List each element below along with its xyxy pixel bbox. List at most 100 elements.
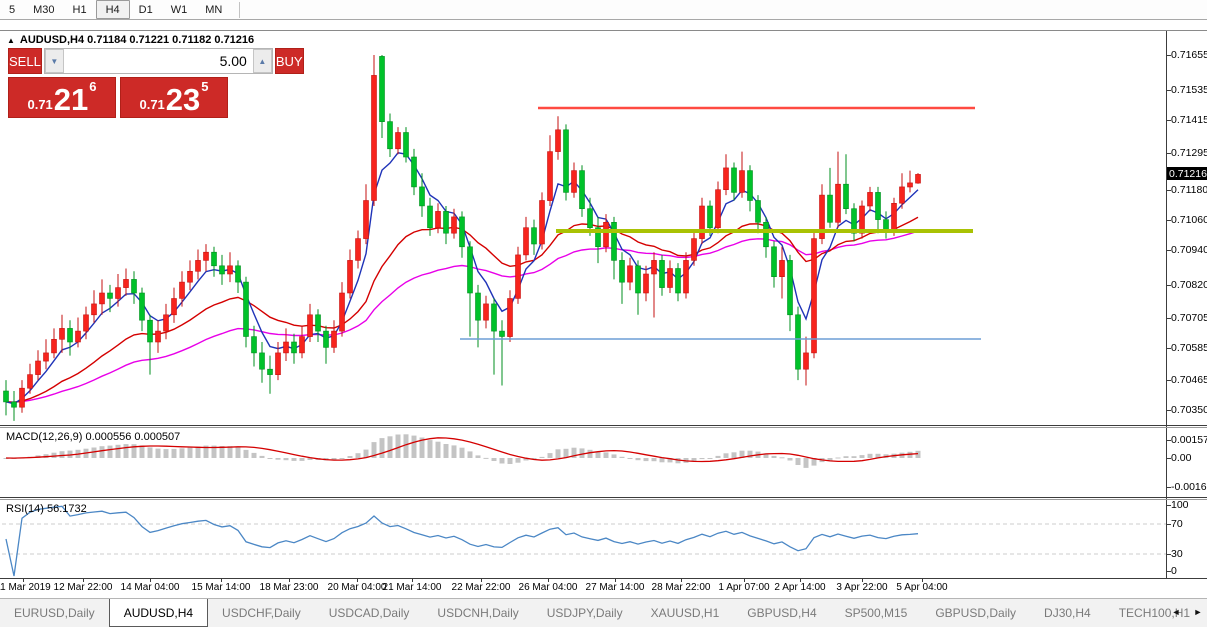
sell-button[interactable]: SELL [8,48,42,74]
date-tick-label: 15 Mar 14:00 [191,582,251,593]
indicator-tick-mark [1166,440,1171,441]
chart-tab-usdjpy-daily[interactable]: USDJPY,Daily [546,606,623,620]
timeframe-button-h4[interactable]: H4 [95,0,130,19]
chart-tab-tech100-h1[interactable]: TECH100,H1 [1118,606,1191,620]
chart-tab-xauusd-h1[interactable]: XAUUSD,H1 [650,606,720,620]
chart-tab-gbpusd-h4[interactable]: GBPUSD,H4 [747,606,817,620]
date-tick-label: 1 Apr 07:00 [718,582,770,593]
chart-tab-usdcad-daily[interactable]: USDCAD,Daily [328,606,410,620]
timeframe-button-w1[interactable]: W1 [170,3,188,16]
chart-tab-sp500-m15[interactable]: SP500,M15 [844,606,908,620]
price-tick-label: 0.70350 [1171,404,1207,416]
timeframe-button-5[interactable]: 5 [9,3,16,16]
timeframe-button-h1[interactable]: H1 [72,3,87,16]
date-tick-label: 21 Mar 14:00 [382,582,442,593]
chart-tab-dj30-h4[interactable]: DJ30,H4 [1044,606,1091,620]
sell-price-big: 21 [53,82,89,117]
timeframe-button-mn[interactable]: MN [205,3,223,16]
indicator-tick-mark [1166,524,1171,525]
buy-price-big: 23 [165,82,201,117]
volume-decrease-icon[interactable]: ▼ [44,49,64,73]
timeframe-toolbar: 5 M30 H1 H4 D1 W1 MN [0,0,1207,19]
chart-tab-bar: EURUSD,Daily AUDUSD,H4 USDCHF,Daily USDCAD,… [0,598,1207,627]
date-tick-label: 14 Mar 04:00 [120,582,180,593]
price-tick-mark [1166,55,1171,56]
price-tick-label: 0.70940 [1171,244,1207,256]
current-price-box: 0.71216 [1167,167,1207,180]
tab-scroll-left-icon[interactable]: ◄ [1171,607,1181,617]
macd-rsi-separator[interactable] [0,497,1207,498]
date-tick-label: 18 Mar 23:00 [259,582,319,593]
indicator-tick-label: 0.001579 [1171,434,1207,446]
price-tick-label: 0.70705 [1171,312,1207,324]
date-tick-label: 12 Mar 22:00 [53,582,113,593]
buy-price-tile[interactable]: 0.71 23 5 [120,77,228,118]
date-tick-mark [289,578,290,582]
chart-tab-gbpusd-daily[interactable]: GBPUSD,Daily [935,606,1017,620]
price-tick-label: 0.70820 [1171,279,1207,291]
indicator-tick-label: 30 [1171,548,1183,560]
price-tick-label: 0.71180 [1171,184,1207,196]
indicator-tick-label: -0.001692 [1171,481,1207,493]
date-tick-mark [862,578,863,582]
price-tick-mark [1166,90,1171,91]
date-tick-mark [481,578,482,582]
date-tick-label: 3 Apr 22:00 [836,582,888,593]
macd-rsi-separator2 [0,499,1207,500]
price-axis-border [1166,31,1167,578]
macd-label: MACD(12,26,9) 0.000556 0.000507 [6,431,181,443]
main-macd-separator[interactable] [0,425,1207,426]
buy-price-prefix: 0.71 [139,97,165,112]
toolbar-separator [239,1,241,18]
date-tick-label: 20 Mar 04:00 [327,582,387,593]
price-tick-mark [1166,190,1171,191]
date-tick-mark [83,578,84,582]
indicator-tick-mark [1166,571,1171,572]
volume-increase-icon[interactable]: ▲ [252,49,272,73]
timeframe-button-d1[interactable]: D1 [138,3,153,16]
one-click-trade-panel: SELL ▼ ▲ BUY 0.71 21 6 0.71 23 5 [8,48,304,118]
date-tick-label: 11 Mar 2019 [0,582,51,593]
date-tick-mark [922,578,923,582]
date-tick-mark [412,578,413,582]
date-tick-label: 22 Mar 22:00 [451,582,511,593]
symbol-header: ▲ AUDUSD,H4 0.71184 0.71221 0.71182 0.71… [7,34,254,46]
sell-price-tile[interactable]: 0.71 21 6 [8,77,116,118]
chart-tab-audusd-h4[interactable]: AUDUSD,H4 [108,599,209,627]
price-tick-label: 0.71535 [1171,84,1207,96]
collapse-icon[interactable]: ▲ [7,35,15,45]
indicator-tick-mark [1166,458,1171,459]
chart-tab-eurusd-daily[interactable]: EURUSD,Daily [14,606,95,620]
price-tick-mark [1166,348,1171,349]
volume-input[interactable] [63,49,253,73]
price-tick-mark [1166,410,1171,411]
date-tick-mark [548,578,549,582]
buy-button[interactable]: BUY [274,48,304,74]
date-tick-mark [23,578,24,582]
date-tick-mark [357,578,358,582]
indicator-tick-mark [1166,487,1171,488]
chart-tab-usdchf-daily[interactable]: USDCHF,Daily [222,606,301,620]
price-tick-label: 0.71295 [1171,147,1207,159]
date-tick-label: 26 Mar 04:00 [518,582,578,593]
chart-tab-usdcnh-daily[interactable]: USDCNH,Daily [437,606,519,620]
timeframe-button-m30[interactable]: M30 [33,3,55,16]
date-tick-mark [744,578,745,582]
rsi-date-separator [0,578,1207,579]
sell-price-pip: 6 [89,79,97,94]
price-tick-label: 0.71060 [1171,214,1207,226]
date-tick-label: 28 Mar 22:00 [651,582,711,593]
tab-scroll-right-icon[interactable]: ► [1193,607,1203,617]
indicator-tick-mark [1166,505,1171,506]
date-tick-label: 27 Mar 14:00 [585,582,645,593]
price-tick-label: 0.71655 [1171,49,1207,61]
date-tick-mark [800,578,801,582]
main-macd-separator2 [0,427,1207,428]
date-tick-label: 5 Apr 04:00 [896,582,948,593]
price-tick-label: 0.71415 [1171,114,1207,126]
chart-top-border [0,30,1207,31]
price-tick-label: 0.70465 [1171,374,1207,386]
price-tick-label: 0.70585 [1171,342,1207,354]
date-tick-mark [221,578,222,582]
indicator-tick-label: 0.00 [1171,452,1192,464]
